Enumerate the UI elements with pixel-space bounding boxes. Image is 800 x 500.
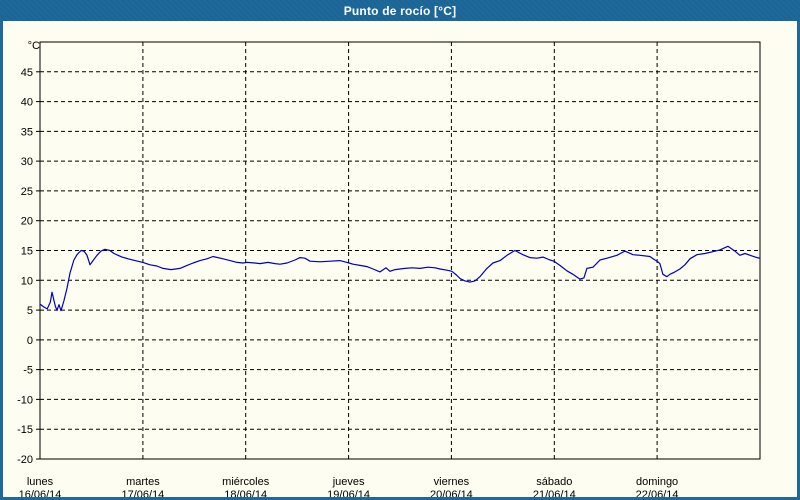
x-date-label: 16/06/14	[19, 489, 62, 497]
y-tick-label: 30	[21, 156, 33, 168]
dewpoint-series-line	[39, 245, 761, 312]
chart-title: Punto de rocío [°C]	[343, 3, 457, 18]
y-tick-label: 45	[21, 67, 33, 79]
x-weekday-label: sábado	[536, 476, 572, 488]
x-date-label: 19/06/14	[327, 489, 370, 497]
y-tick-label: 20	[21, 216, 33, 228]
x-weekday-label: jueves	[332, 476, 365, 488]
x-date-label: 21/06/14	[533, 489, 576, 497]
y-tick-label: 25	[21, 186, 33, 198]
y-tick-label: -10	[17, 394, 33, 406]
x-date-label: 17/06/14	[121, 489, 164, 497]
x-date-label: 18/06/14	[224, 489, 267, 497]
x-date-label: 22/06/14	[636, 489, 679, 497]
y-tick-label: 5	[27, 305, 33, 317]
x-date-label: 20/06/14	[430, 489, 473, 497]
x-weekday-label: martes	[126, 476, 160, 488]
x-weekday-label: viernes	[434, 476, 470, 488]
x-weekday-label: lunes	[27, 476, 54, 488]
chart-content-area: 45 40 35 30 25 20 15 10 5 0 -5 -10 -15 -20 °C lunes 16/0…	[3, 21, 797, 497]
x-weekday-label: domingo	[636, 476, 678, 488]
x-weekday-label: miércoles	[222, 476, 270, 488]
y-tick-label: -5	[23, 365, 33, 377]
chart-title-bar: Punto de rocío [°C]	[0, 0, 800, 21]
y-tick-label: -15	[17, 424, 33, 436]
y-tick-label: 35	[21, 126, 33, 138]
y-tick-label: 10	[21, 275, 33, 287]
y-axis-unit-label: °C	[28, 40, 40, 52]
y-tick-label: 0	[27, 335, 33, 347]
y-tick-label: -20	[17, 454, 33, 466]
dewpoint-line-chart: 45 40 35 30 25 20 15 10 5 0 -5 -10 -15 -20 °C lunes16/0…	[17, 40, 761, 497]
y-tick-label: 15	[21, 246, 33, 258]
y-tick-label: 40	[21, 97, 33, 109]
